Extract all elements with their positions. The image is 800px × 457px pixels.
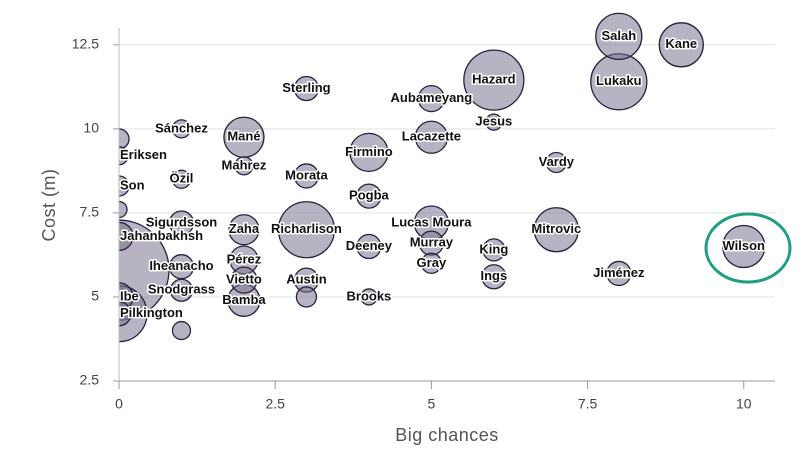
y-tick-label: 12.5 <box>72 36 99 52</box>
bubble <box>230 266 258 294</box>
bubble <box>171 320 192 341</box>
bubble <box>168 210 195 236</box>
bubble <box>481 264 507 290</box>
bubble <box>463 49 525 111</box>
point-label: Snodgrass <box>148 282 215 297</box>
bubble <box>420 252 443 274</box>
bubble <box>722 224 766 269</box>
bubble <box>349 132 389 173</box>
point-label: Lucas Moura <box>391 214 472 229</box>
bubble <box>119 301 132 327</box>
bubble <box>277 201 336 259</box>
point-label: Deeney <box>346 238 393 253</box>
x-tick-label: 5 <box>427 396 435 412</box>
point-label: Ings <box>480 268 507 283</box>
x-axis-title: Big chances <box>395 425 499 445</box>
bubble <box>356 183 382 209</box>
bubble <box>171 119 192 139</box>
bubble <box>417 84 446 113</box>
bubble <box>119 221 134 252</box>
bubble <box>545 151 567 174</box>
point-label: Hazard <box>472 72 515 87</box>
x-tick-label: 10 <box>736 396 752 412</box>
bubble <box>295 286 318 308</box>
point-label: Lacazette <box>402 129 461 144</box>
point-label: Salah <box>601 28 636 43</box>
point-label: Zaha <box>229 221 260 236</box>
bubble <box>658 22 704 68</box>
y-axis-title: Cost (m) <box>39 169 59 242</box>
y-tick-label: 5 <box>91 288 99 304</box>
highlight-ring <box>704 212 792 284</box>
y-tick-label: 2.5 <box>80 372 100 388</box>
bubble <box>485 113 503 131</box>
point-label: Pérez <box>227 251 262 266</box>
point-label: Kane <box>665 36 697 51</box>
point-label: Vardy <box>539 154 575 169</box>
point-label: Sánchez <box>155 120 208 135</box>
bubble <box>119 200 128 219</box>
point-label: Pogba <box>349 188 389 203</box>
point-label: Jesus <box>475 114 512 129</box>
point-label: Richarlison <box>271 221 342 236</box>
bubble <box>119 128 130 150</box>
point-label: Mitrovic <box>531 221 581 236</box>
x-tick-label: 7.5 <box>578 396 598 412</box>
x-tick-label: 0 <box>115 396 123 412</box>
point-label: Jiménez <box>593 265 645 280</box>
point-label: Murray <box>410 235 454 250</box>
point-label: Gray <box>417 255 447 270</box>
point-label: Aubameyang <box>391 90 473 105</box>
point-label: Iheanacho <box>149 258 213 273</box>
bubbles <box>119 12 766 343</box>
point-label: Mané <box>227 129 260 144</box>
bubble <box>293 75 320 102</box>
point-label: Mahrez <box>222 157 267 172</box>
axes: 2.5 5 7.5 10 12.5 0 2.5 5 7.5 10 <box>72 28 775 412</box>
point-label: Firmino <box>345 144 393 159</box>
point-label: Morata <box>285 167 328 182</box>
bubble <box>169 278 194 302</box>
bubble <box>234 156 254 176</box>
bubble <box>356 233 382 260</box>
point-label: Özil <box>170 171 194 186</box>
bubble <box>119 175 130 197</box>
point-label: King <box>479 241 508 256</box>
point-label: Pilkington <box>120 305 183 320</box>
bubble <box>482 238 506 262</box>
point-label: Vietto <box>226 272 262 287</box>
bubble <box>171 169 192 189</box>
y-tick-label: 10 <box>83 120 99 136</box>
point-label: Son <box>120 177 145 192</box>
bubble <box>533 207 579 253</box>
bubble <box>228 214 260 246</box>
point-label: Bamba <box>222 292 266 307</box>
point-label: Jahanbakhsh <box>120 228 203 243</box>
x-tick-label: 2.5 <box>265 396 285 412</box>
y-tick-label: 7.5 <box>80 204 100 220</box>
bubble <box>293 163 320 189</box>
bubble <box>606 260 632 287</box>
bubble <box>414 120 449 154</box>
point-label: Brooks <box>347 288 392 303</box>
point-label: Wilson <box>723 238 766 253</box>
bubble <box>595 12 643 61</box>
bubble <box>360 288 378 306</box>
point-label: Sigurdsson <box>146 214 218 229</box>
point-label: Austin <box>286 272 327 287</box>
point-label: Lukaku <box>596 73 642 88</box>
point-label: Sterling <box>282 80 330 95</box>
point-label: Eriksen <box>120 147 167 162</box>
point-label: Ibe <box>120 288 139 303</box>
bubble <box>119 146 129 166</box>
